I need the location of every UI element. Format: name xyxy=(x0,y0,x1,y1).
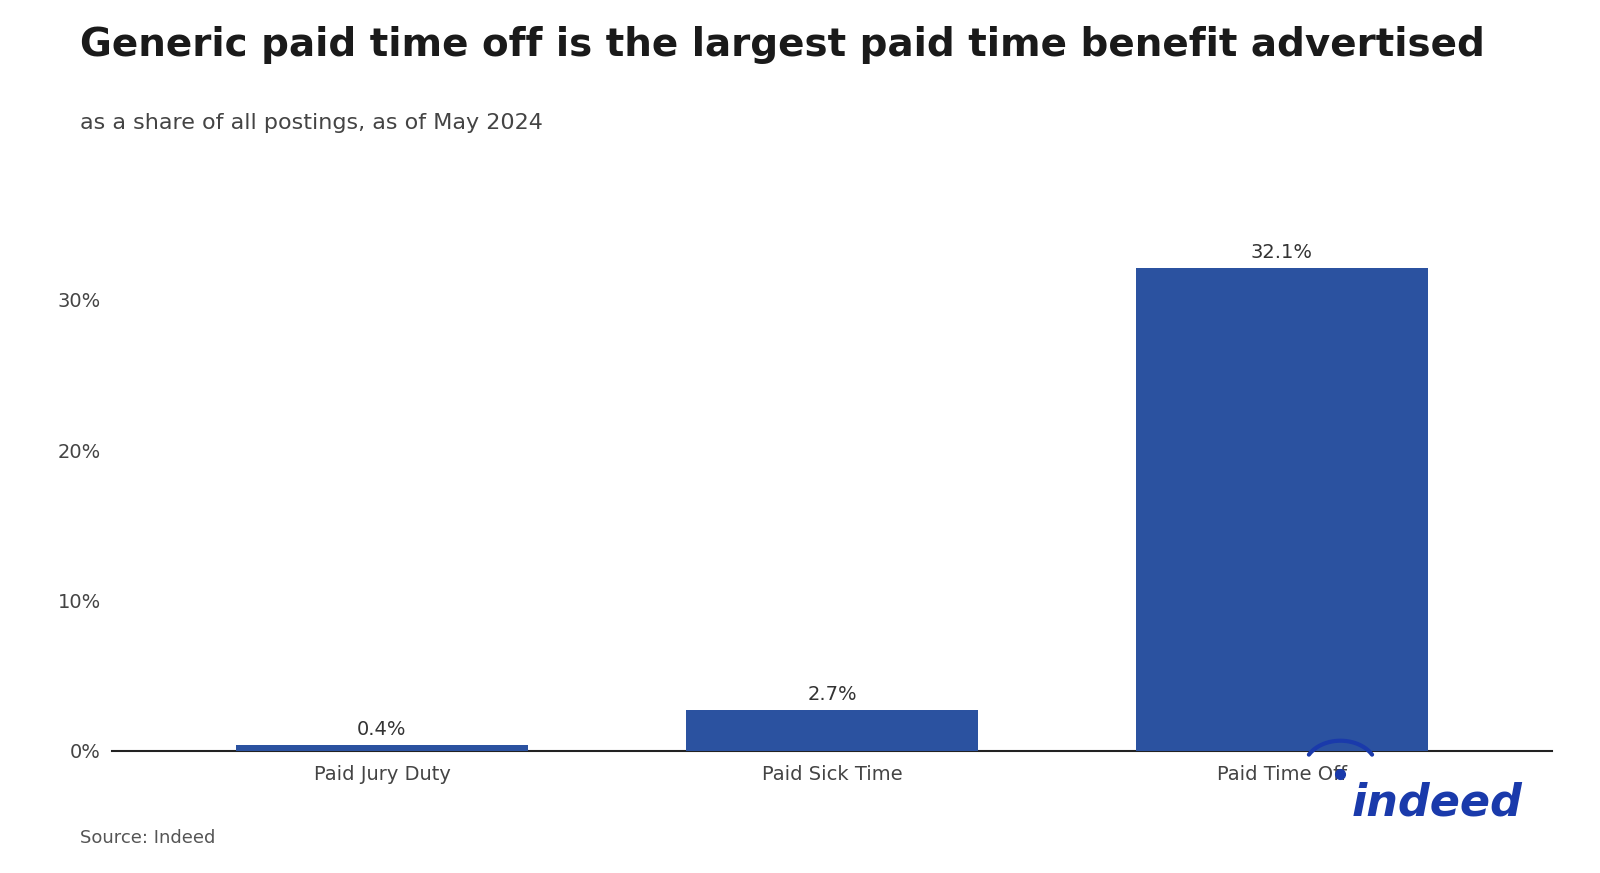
Text: as a share of all postings, as of May 2024: as a share of all postings, as of May 20… xyxy=(80,113,542,134)
Text: 2.7%: 2.7% xyxy=(806,685,858,705)
Text: 0.4%: 0.4% xyxy=(357,719,406,739)
Text: Generic paid time off is the largest paid time benefit advertised: Generic paid time off is the largest pai… xyxy=(80,26,1485,65)
Text: 32.1%: 32.1% xyxy=(1251,244,1314,262)
Bar xyxy=(235,745,528,751)
Text: indeed: indeed xyxy=(1352,782,1523,825)
Bar xyxy=(686,711,978,751)
Text: Source: Indeed: Source: Indeed xyxy=(80,828,216,847)
Bar xyxy=(1136,268,1429,751)
